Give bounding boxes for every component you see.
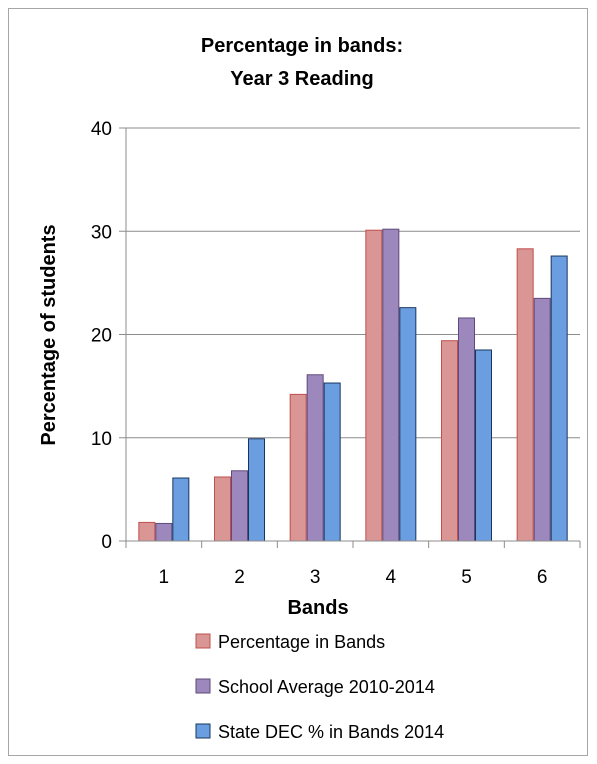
legend-swatch <box>195 633 211 649</box>
bar-series-3-band-6 <box>550 255 568 542</box>
y-tick-labels: 0 10 20 30 40 <box>91 119 112 553</box>
bar-series-1-band-6 <box>516 248 534 542</box>
bar-series-1-band-1 <box>138 521 156 542</box>
bar-series-3-band-3 <box>323 382 341 542</box>
legend-label: Percentage in Bands <box>218 632 385 652</box>
bar-series-2-band-5 <box>458 317 475 542</box>
bar-series-2-band-2 <box>231 470 248 542</box>
y-tick-label: 20 <box>91 326 112 347</box>
bar-series-1-band-4 <box>365 229 383 542</box>
x-tick-label: 3 <box>310 567 321 588</box>
y-tick-label: 10 <box>91 429 112 450</box>
x-tick-label: 2 <box>234 567 245 588</box>
y-tick-label: 30 <box>91 222 112 243</box>
legend-swatch <box>195 723 211 739</box>
bars <box>138 228 568 542</box>
chart-title-line-2: Year 3 Reading <box>230 68 373 90</box>
bar-series-3-band-2 <box>248 438 265 542</box>
bar-series-2-band-6 <box>533 297 551 542</box>
bar-series-3-band-4 <box>399 307 417 542</box>
gridlines <box>119 127 580 542</box>
x-tick-label: 4 <box>386 567 397 588</box>
bar-series-1-band-2 <box>214 476 231 542</box>
bar-series-1-band-5 <box>441 340 458 542</box>
legend-label: State DEC % in Bands 2014 <box>218 722 444 742</box>
bar-series-2-band-3 <box>306 374 324 542</box>
bar-series-2-band-1 <box>155 522 173 542</box>
x-axis-title: Bands <box>287 597 348 619</box>
x-tick-label: 5 <box>461 567 472 588</box>
y-tick-label: 40 <box>91 119 112 140</box>
x-tick-labels: 1 2 3 4 5 6 <box>159 567 548 588</box>
bar-series-1-band-3 <box>289 393 307 542</box>
x-tick-label: 6 <box>537 567 548 588</box>
axes <box>125 128 581 548</box>
bar-series-3-band-5 <box>475 349 492 542</box>
bar-series-3-band-1 <box>172 477 190 542</box>
legend-label: School Average 2010-2014 <box>218 677 435 697</box>
x-tick-label: 1 <box>159 567 170 588</box>
chart-title-line-1: Percentage in bands: <box>201 35 403 57</box>
legend: Percentage in Bands School Average 2010-2… <box>195 632 444 742</box>
legend-swatch <box>195 678 211 694</box>
y-tick-label: 0 <box>101 532 112 553</box>
y-axis-title: Percentage of students <box>38 224 60 445</box>
bar-series-2-band-4 <box>382 228 400 542</box>
